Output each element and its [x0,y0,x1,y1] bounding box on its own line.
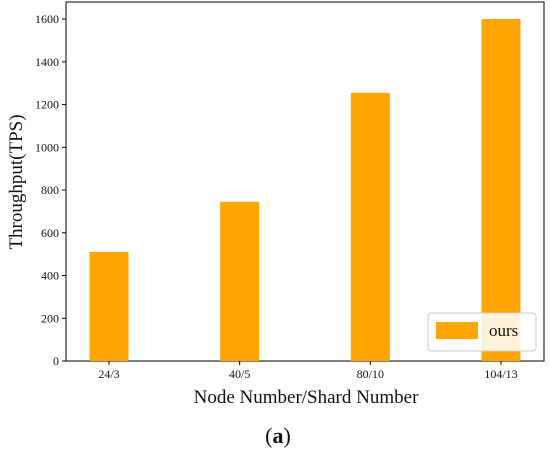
bar-series [89,19,521,361]
bar [89,252,129,361]
y-tick-label: 1200 [35,98,59,112]
x-tick-label: 40/5 [229,367,250,381]
figure-caption: (a) [265,423,291,448]
bar [350,92,390,361]
x-axis-label: Node Number/Shard Number [194,387,419,408]
legend-swatch [436,322,478,339]
y-tick-label: 1000 [35,140,59,154]
y-tick-label: 400 [41,269,59,283]
x-tick-label: 24/3 [98,367,119,381]
y-tick-label: 1600 [35,12,59,26]
bar [481,19,521,361]
x-tick-label: 80/10 [357,367,384,381]
x-axis: 24/3 40/5 80/10 104/13 [98,361,518,381]
y-axis-label: Throughput(TPS) [6,114,27,249]
y-tick-label: 600 [41,226,59,240]
y-axis: 0 200 400 600 800 1000 1200 1400 1600 [35,12,66,368]
y-tick-label: 1400 [35,55,59,69]
legend-label: ours [489,321,518,340]
bar [220,201,260,361]
caption-letter: a [273,423,284,448]
y-tick-label: 0 [53,354,59,368]
plot-frame [65,1,545,362]
caption-open-paren: ( [265,423,272,448]
y-tick-label: 200 [41,311,59,325]
caption-close-paren: ) [284,423,291,448]
x-tick-label: 104/13 [484,367,517,381]
legend: ours [427,312,537,352]
y-tick-label: 800 [41,183,59,197]
